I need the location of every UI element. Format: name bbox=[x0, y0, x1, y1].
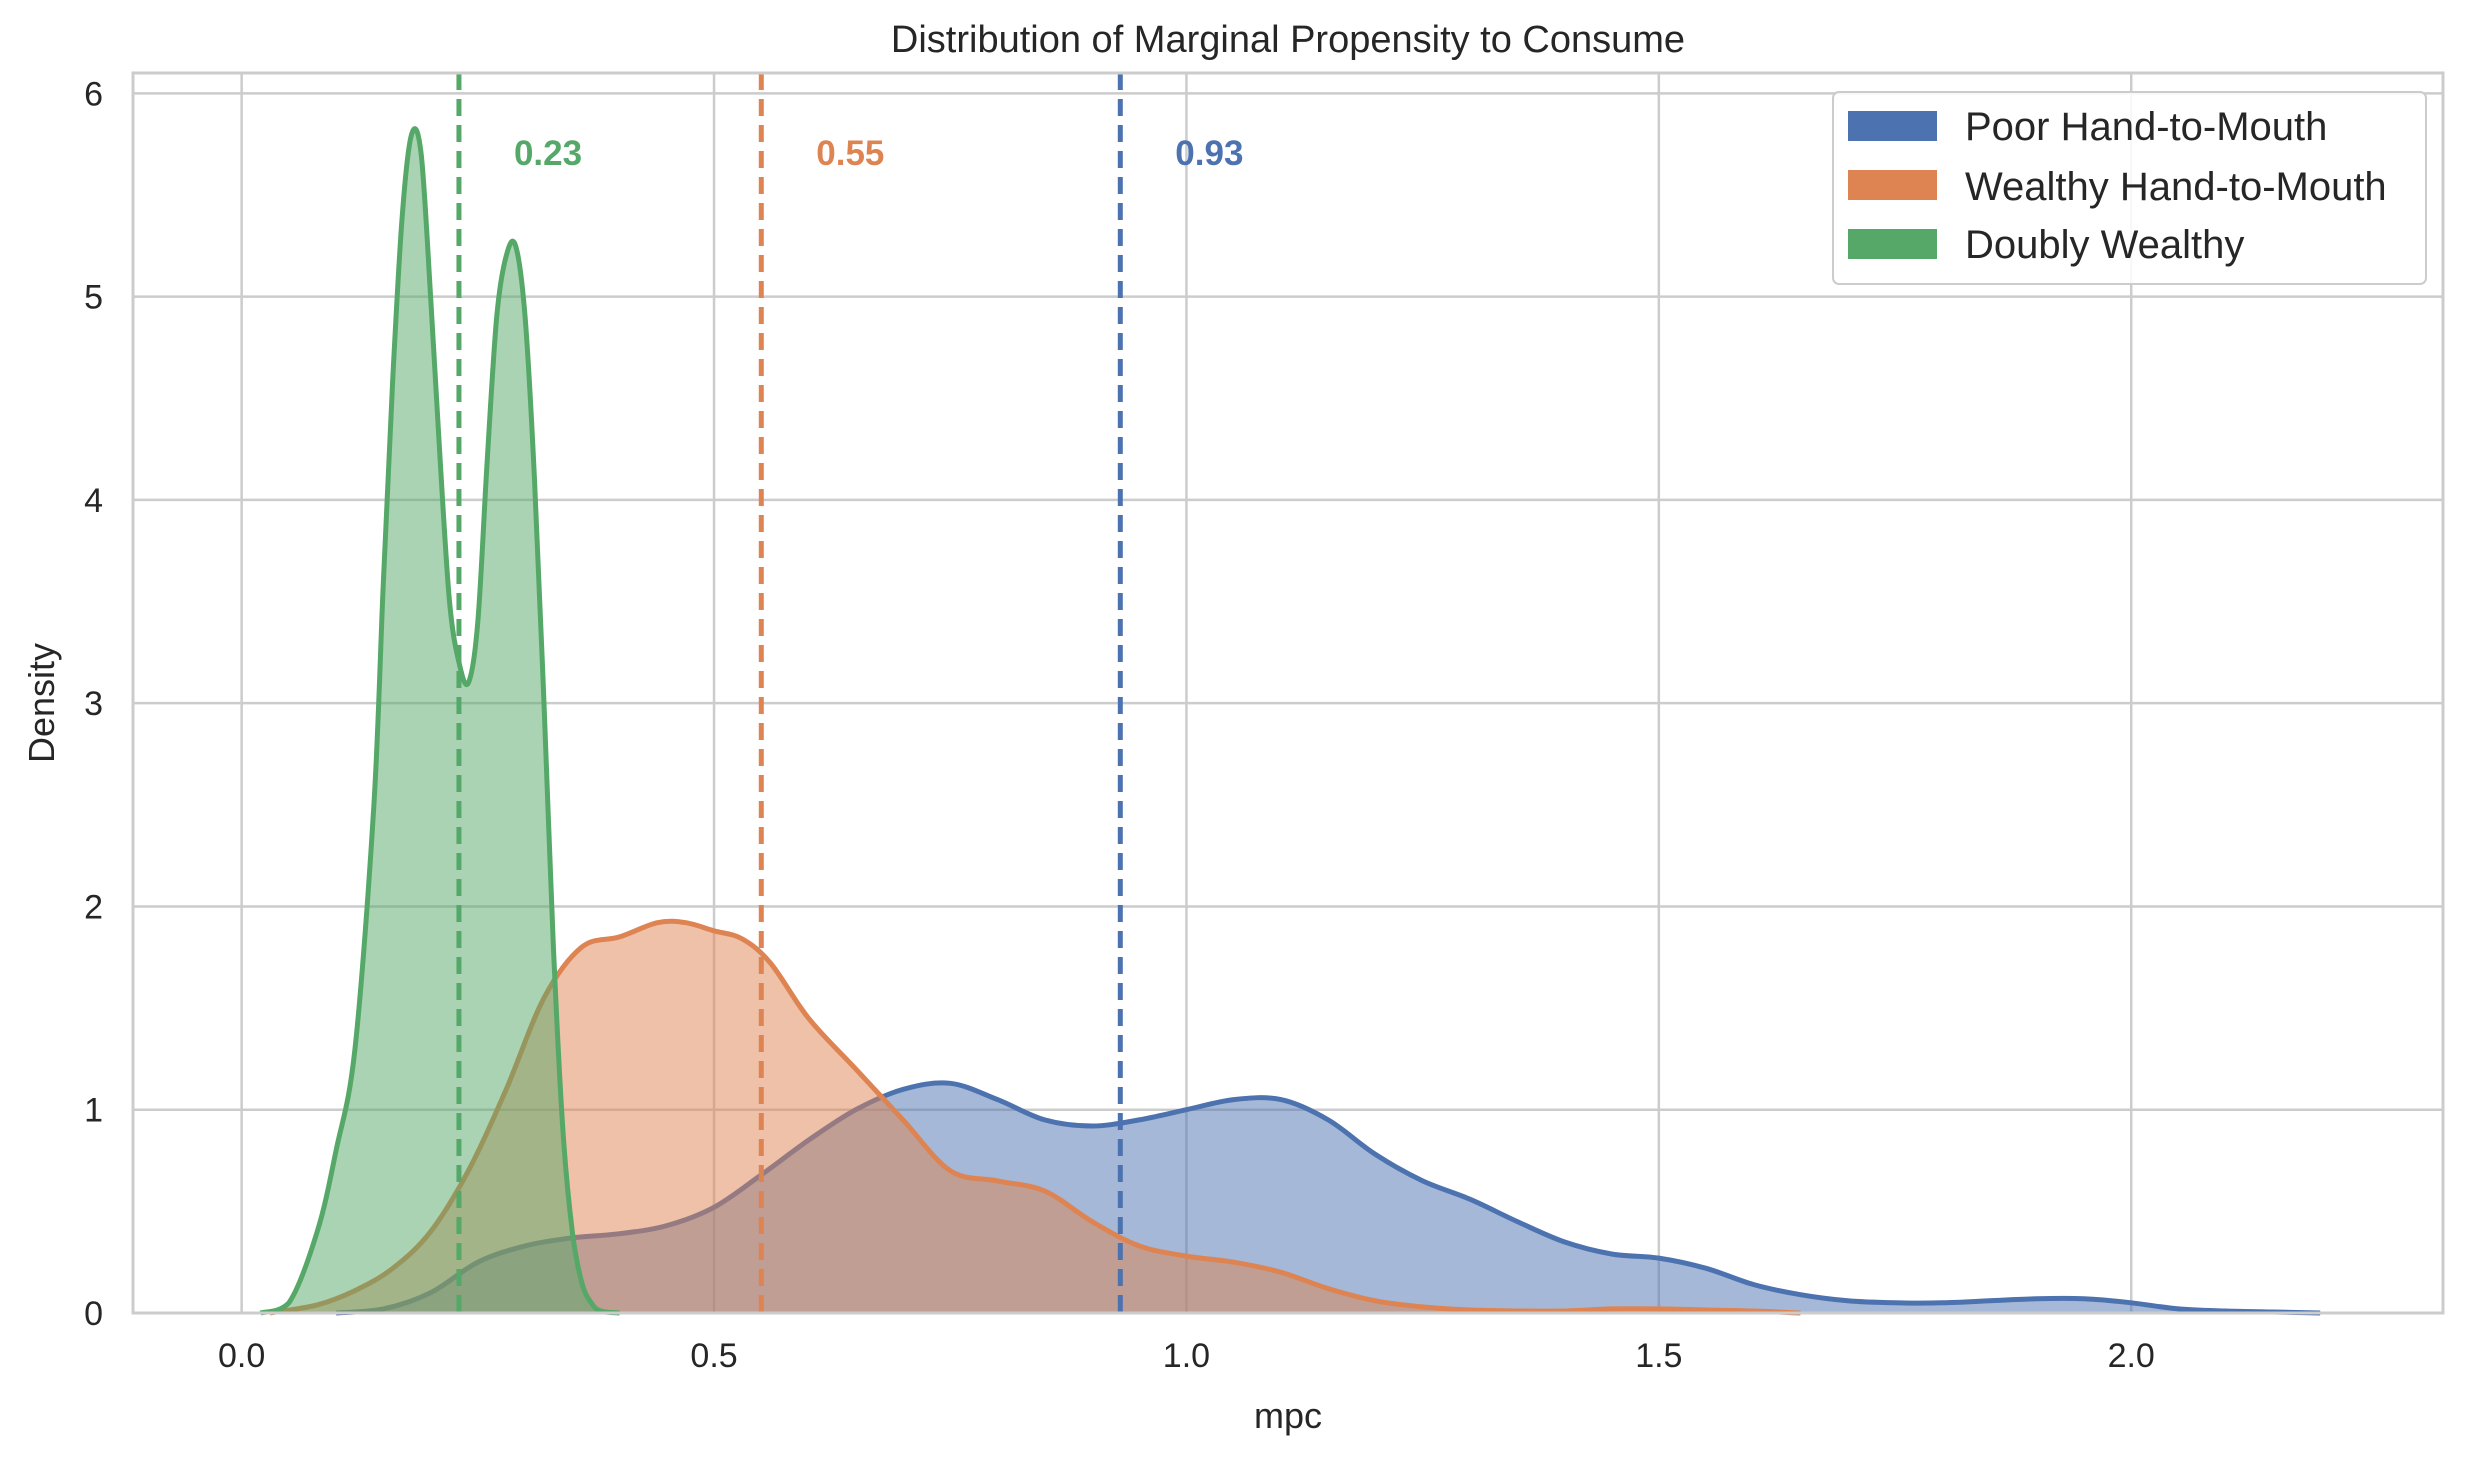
x-tick-label: 1.5 bbox=[1635, 1337, 1682, 1375]
y-axis-label: Density bbox=[21, 643, 62, 763]
legend-box bbox=[1832, 91, 2427, 285]
x-tick-label: 0.0 bbox=[218, 1337, 265, 1375]
x-axis-label: mpc bbox=[1254, 1395, 1322, 1436]
y-tick-label: 2 bbox=[84, 888, 103, 926]
density-line-doubly-wealthy bbox=[259, 126, 620, 1316]
y-tick-label: 6 bbox=[84, 75, 103, 113]
y-tick-label: 4 bbox=[84, 482, 103, 520]
x-tick-label: 2.0 bbox=[2108, 1337, 2155, 1375]
y-tick-label: 5 bbox=[84, 279, 103, 317]
legend-label-poor-htm: Poor Hand-to-Mouth bbox=[1965, 105, 2327, 149]
legend-swatch-poor-htm bbox=[1848, 111, 1937, 141]
legend-label-wealthy-htm: Wealthy Hand-to-Mouth bbox=[1965, 165, 2387, 209]
legend: Poor Hand-to-Mouth Wealthy Hand-to-Mouth… bbox=[1832, 91, 2427, 285]
density-areas bbox=[259, 126, 2321, 1316]
mean-label-wealthy-htm: 0.55 bbox=[816, 134, 884, 173]
density-area-wealthy-htm bbox=[270, 921, 1801, 1313]
mean-label-doubly-wealthy: 0.23 bbox=[514, 134, 582, 173]
y-tick-label: 0 bbox=[84, 1295, 103, 1333]
plot-frame bbox=[131, 71, 2445, 1315]
x-tick-label: 0.5 bbox=[690, 1337, 737, 1375]
y-tick-label: 3 bbox=[84, 685, 103, 723]
y-tick-label: 1 bbox=[84, 1092, 103, 1130]
x-tick-label: 1.0 bbox=[1163, 1337, 1210, 1375]
chart-title: Distribution of Marginal Propensity to C… bbox=[891, 19, 1685, 61]
legend-swatch-doubly-wealthy bbox=[1848, 229, 1937, 259]
mean-lines: 0.93 0.55 0.23 bbox=[456, 73, 1243, 1313]
tick-labels: 0.0 0.5 1.0 1.5 2.0 0 1 2 3 4 5 6 bbox=[84, 75, 2155, 1375]
legend-label-doubly-wealthy: Doubly Wealthy bbox=[1965, 223, 2244, 267]
legend-swatch-wealthy-htm bbox=[1848, 170, 1937, 200]
mean-label-poor-htm: 0.93 bbox=[1175, 134, 1243, 173]
